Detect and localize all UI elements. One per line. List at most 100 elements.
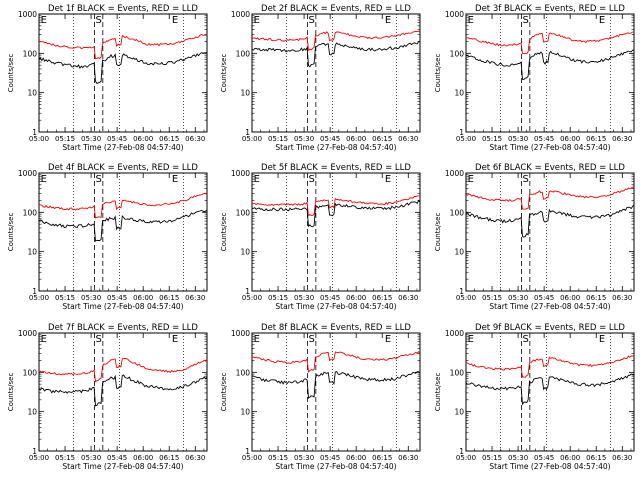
x-tick-label: 06:30 <box>185 135 205 143</box>
lld-series-line <box>465 31 635 55</box>
y-tick-label: 1 <box>459 128 464 137</box>
events-series-line <box>38 374 208 407</box>
x-tick-label: 05:15 <box>482 294 502 302</box>
orbit-marker-label: E <box>254 174 260 185</box>
x-tick-label: 06:00 <box>560 454 580 462</box>
events-series-line <box>252 371 421 399</box>
x-tick-label: 06:15 <box>159 454 179 462</box>
plot-frame <box>251 13 421 133</box>
x-tick-label: 05:00 <box>456 294 476 302</box>
x-tick-label: 06:30 <box>185 454 205 462</box>
x-tick-label: 05:00 <box>29 294 49 302</box>
x-tick-label: 05:45 <box>107 135 127 143</box>
x-axis-label: Start Time (27-Feb-08 04:57:40) <box>275 462 396 471</box>
x-tick-label: 05:00 <box>456 135 476 143</box>
lld-series-line <box>38 358 208 383</box>
x-axis-label: Start Time (27-Feb-08 04:57:40) <box>62 302 183 311</box>
x-tick-label: 06:15 <box>372 454 392 462</box>
x-tick-label: 06:30 <box>185 294 205 302</box>
plot-frame <box>465 13 635 133</box>
y-tick-label: 100 <box>450 368 465 377</box>
orbit-marker-label: S <box>522 174 528 185</box>
x-tick-label: 05:00 <box>242 135 262 143</box>
x-tick-label: 06:00 <box>133 135 153 143</box>
y-axis-label: Counts/sec <box>7 54 15 93</box>
events-series-line <box>251 199 421 228</box>
y-tick-label: 1000 <box>231 329 250 338</box>
x-tick-label: 06:15 <box>372 135 392 143</box>
x-tick-label: 06:30 <box>398 454 418 462</box>
orbit-marker-label: S <box>522 15 528 26</box>
y-tick-label: 10 <box>240 248 250 257</box>
plot-frame <box>38 332 208 452</box>
x-tick-label: 05:00 <box>242 294 262 302</box>
orbit-marker-label: E <box>41 15 47 26</box>
orbit-marker-label: S <box>95 15 101 26</box>
y-tick-label: 10 <box>27 248 37 257</box>
x-tick-label: 05:45 <box>107 454 127 462</box>
x-tick-label: 05:30 <box>508 135 528 143</box>
x-tick-label: 06:15 <box>372 294 392 302</box>
y-tick-label: 1000 <box>445 10 464 19</box>
x-axis-label: Start Time (27-Feb-08 04:57:40) <box>62 462 183 471</box>
events-series-line <box>465 49 635 80</box>
orbit-marker-label: S <box>308 15 314 26</box>
plot-frame <box>38 172 208 292</box>
orbit-marker-label: S <box>308 174 314 185</box>
x-tick-label: 05:00 <box>29 135 49 143</box>
x-tick-label: 05:45 <box>107 294 127 302</box>
x-tick-label: 06:00 <box>560 135 580 143</box>
x-tick-label: 06:30 <box>612 454 632 462</box>
x-axis-label: Start Time (27-Feb-08 04:57:40) <box>275 143 396 152</box>
x-tick-label: 05:30 <box>294 294 314 302</box>
orbit-marker-label: E <box>172 174 178 185</box>
plot-frame <box>465 332 635 452</box>
lld-series-line <box>465 185 635 210</box>
x-tick-label: 06:15 <box>159 294 179 302</box>
y-axis-label: Counts/sec <box>220 373 228 412</box>
orbit-marker-label: E <box>41 334 47 345</box>
x-tick-label: 06:00 <box>560 294 580 302</box>
y-tick-label: 10 <box>240 408 250 417</box>
panel-title: Det 2f BLACK = Events, RED = LLD <box>261 4 411 14</box>
orbit-marker-label: E <box>254 334 260 345</box>
y-tick-label: 1 <box>32 447 37 456</box>
x-tick-label: 05:45 <box>320 294 340 302</box>
orbit-marker-label: E <box>599 15 605 26</box>
orbit-marker-label: E <box>468 174 474 185</box>
orbit-marker-label: S <box>522 334 528 345</box>
y-tick-label: 1 <box>459 447 464 456</box>
x-tick-label: 05:30 <box>508 294 528 302</box>
lld-series-line <box>251 30 421 52</box>
x-axis-label: Start Time (27-Feb-08 04:57:40) <box>62 143 183 152</box>
x-tick-label: 05:30 <box>294 454 314 462</box>
y-tick-label: 100 <box>236 49 251 58</box>
y-tick-label: 1000 <box>231 10 250 19</box>
y-tick-label: 1000 <box>231 169 250 178</box>
x-tick-label: 06:30 <box>612 294 632 302</box>
orbit-marker-label: E <box>599 174 605 185</box>
orbit-marker-label: E <box>385 15 391 26</box>
x-tick-label: 05:30 <box>508 454 528 462</box>
panel-title: Det 4f BLACK = Events, RED = LLD <box>48 163 198 173</box>
panel-title: Det 3f BLACK = Events, RED = LLD <box>475 4 625 14</box>
x-tick-label: 05:30 <box>81 294 101 302</box>
lld-series-line <box>465 355 635 378</box>
x-tick-label: 06:30 <box>398 135 418 143</box>
y-axis-label: Counts/sec <box>434 373 442 412</box>
y-axis-label: Counts/sec <box>7 373 15 412</box>
x-axis-label: Start Time (27-Feb-08 04:57:40) <box>489 462 610 471</box>
y-axis-label: Counts/sec <box>434 54 442 93</box>
panel-title: Det 7f BLACK = Events, RED = LLD <box>48 323 198 333</box>
events-series-line <box>251 41 421 68</box>
x-axis-label: Start Time (27-Feb-08 04:57:40) <box>489 143 610 152</box>
orbit-marker-label: E <box>254 15 260 26</box>
orbit-marker-label: S <box>95 334 101 345</box>
panel-title: Det 9f BLACK = Events, RED = LLD <box>475 323 625 333</box>
plot-frame <box>465 172 635 292</box>
